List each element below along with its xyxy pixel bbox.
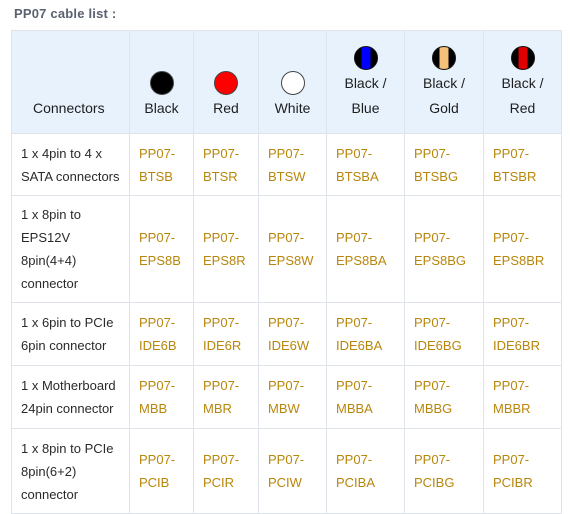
table-row: 1 x 8pin to PCIe 8pin(6+2) connector PP0… — [11, 428, 562, 514]
part-number: PP07-PCIBG — [404, 428, 484, 514]
part-number: PP07-MBW — [258, 365, 327, 429]
part-number: PP07-IDE6B — [129, 302, 194, 366]
table-row: 1 x Motherboard 24pin connector PP07-MBB… — [11, 365, 562, 429]
column-label: Black / Blue — [344, 75, 387, 116]
table-row: 1 x 8pin to EPS12V 8pin(4+4) connector P… — [11, 195, 562, 303]
part-number: PP07-BTSBA — [326, 133, 405, 196]
table-row: 1 x 6pin to PCIe 6pin connector PP07-IDE… — [11, 302, 562, 366]
connector-cell: 1 x 6pin to PCIe 6pin connector — [11, 302, 130, 366]
black-blue-swatch-icon — [353, 46, 378, 70]
part-number: PP07-BTSW — [258, 133, 327, 196]
header-row: Connectors Black Red White Black / Blue … — [11, 30, 562, 134]
part-number: PP07-PCIB — [129, 428, 194, 514]
column-header-black: Black — [129, 30, 194, 134]
part-number: PP07-MBBR — [483, 365, 562, 429]
black-red-swatch-icon — [510, 46, 535, 70]
page-title: PP07 cable list : — [14, 6, 117, 21]
column-label: Red — [213, 100, 239, 116]
column-label: Black / Gold — [422, 75, 465, 116]
red-swatch-icon — [214, 71, 238, 95]
table-row: 1 x 4pin to 4 x SATA connectors PP07-BTS… — [11, 133, 562, 196]
column-header-black-gold: Black / Gold — [404, 30, 484, 134]
column-label: Black — [144, 100, 179, 116]
part-number: PP07-EPS8W — [258, 195, 327, 303]
column-header-black-red: Black / Red — [483, 30, 562, 134]
cable-list-table: Connectors Black Red White Black / Blue … — [11, 30, 562, 514]
part-number: PP07-MBBG — [404, 365, 484, 429]
black-gold-swatch-icon — [432, 46, 456, 70]
part-number: PP07-EPS8R — [193, 195, 259, 303]
connector-cell: 1 x 4pin to 4 x SATA connectors — [11, 133, 130, 196]
part-number: PP07-IDE6W — [258, 302, 327, 366]
part-number: PP07-IDE6R — [193, 302, 259, 366]
black-swatch-icon — [149, 71, 174, 95]
part-number: PP07-PCIW — [258, 428, 327, 514]
part-number: PP07-BTSB — [129, 133, 194, 196]
connector-cell: 1 x 8pin to EPS12V 8pin(4+4) connector — [11, 195, 130, 303]
column-header-black-blue: Black / Blue — [326, 30, 405, 134]
connector-cell: 1 x 8pin to PCIe 8pin(6+2) connector — [11, 428, 130, 514]
part-number: PP07-EPS8BR — [483, 195, 562, 303]
part-number: PP07-EPS8BA — [326, 195, 405, 303]
part-number: PP07-BTSBG — [404, 133, 484, 196]
part-number: PP07-BTSBR — [483, 133, 562, 196]
part-number: PP07-MBBA — [326, 365, 405, 429]
part-number: PP07-EPS8BG — [404, 195, 484, 303]
column-label: Black / Red — [501, 75, 544, 116]
part-number: PP07-MBR — [193, 365, 259, 429]
part-number: PP07-PCIBR — [483, 428, 562, 514]
column-label: Connectors — [33, 100, 105, 116]
part-number: PP07-IDE6BR — [483, 302, 562, 366]
white-swatch-icon — [280, 71, 305, 95]
part-number: PP07-PCIR — [193, 428, 259, 514]
column-label: White — [274, 100, 311, 116]
part-number: PP07-EPS8B — [129, 195, 194, 303]
part-number: PP07-IDE6BA — [326, 302, 405, 366]
column-header-white: White — [258, 30, 327, 134]
part-number: PP07-MBB — [129, 365, 194, 429]
column-header-red: Red — [193, 30, 259, 134]
part-number: PP07-BTSR — [193, 133, 259, 196]
connector-cell: 1 x Motherboard 24pin connector — [11, 365, 130, 429]
part-number: PP07-PCIBA — [326, 428, 405, 514]
column-header-connectors: Connectors — [11, 30, 130, 134]
part-number: PP07-IDE6BG — [404, 302, 484, 366]
